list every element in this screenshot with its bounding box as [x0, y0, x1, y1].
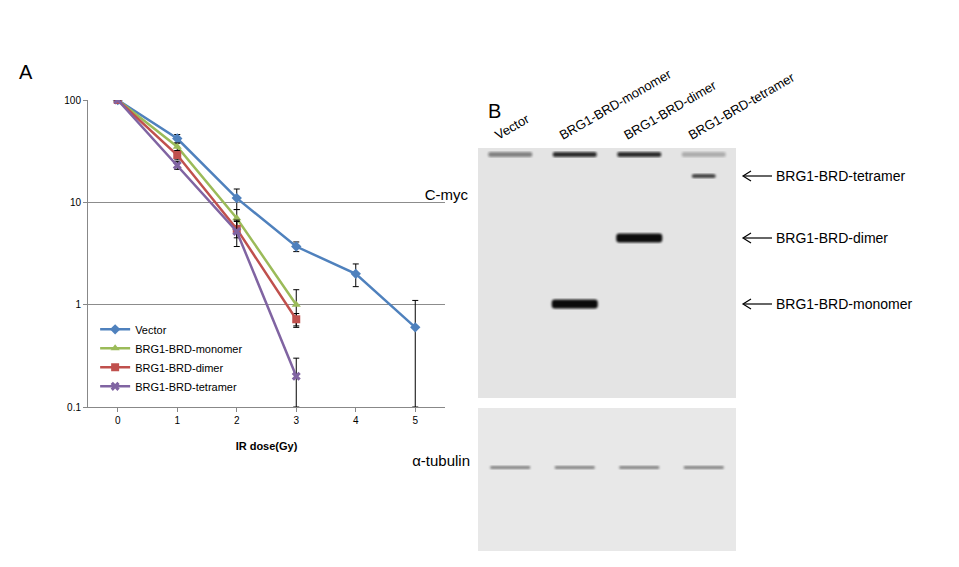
- svg-text:3: 3: [293, 415, 299, 426]
- svg-text:10: 10: [70, 197, 82, 208]
- svg-text:BRG1-BRD-dimer: BRG1-BRD-dimer: [135, 362, 223, 374]
- svg-text:BRG1-BRD-tetramer: BRG1-BRD-tetramer: [135, 381, 237, 393]
- svg-text:A: A: [19, 61, 33, 83]
- svg-text:Vector: Vector: [135, 324, 167, 336]
- svg-text:α-tubulin: α-tubulin: [412, 452, 470, 469]
- svg-text:B: B: [488, 100, 501, 122]
- svg-text:BRG1-BRD-tetramer: BRG1-BRD-tetramer: [686, 69, 798, 142]
- svg-text:2: 2: [234, 415, 240, 426]
- svg-text:BRG1-BRD-monomer: BRG1-BRD-monomer: [776, 296, 912, 312]
- svg-text:Vector: Vector: [492, 111, 532, 143]
- svg-text:100: 100: [64, 95, 81, 106]
- svg-text:C-myc: C-myc: [425, 186, 469, 203]
- svg-text:BRG1-BRD-dimer: BRG1-BRD-dimer: [776, 230, 888, 246]
- svg-text:BRG1-BRD-tetramer: BRG1-BRD-tetramer: [776, 168, 905, 184]
- svg-text:BRG1-BRD-monomer: BRG1-BRD-monomer: [557, 66, 675, 143]
- svg-text:0: 0: [115, 415, 121, 426]
- svg-text:0.1: 0.1: [67, 402, 81, 413]
- svg-text:BRG1-BRD-dimer: BRG1-BRD-dimer: [621, 77, 719, 142]
- svg-text:IR dose(Gy): IR dose(Gy): [236, 440, 298, 452]
- svg-text:4: 4: [353, 415, 359, 426]
- svg-text:1: 1: [75, 299, 81, 310]
- svg-text:5: 5: [412, 415, 418, 426]
- svg-text:BRG1-BRD-monomer: BRG1-BRD-monomer: [135, 343, 242, 355]
- svg-text:1: 1: [174, 415, 180, 426]
